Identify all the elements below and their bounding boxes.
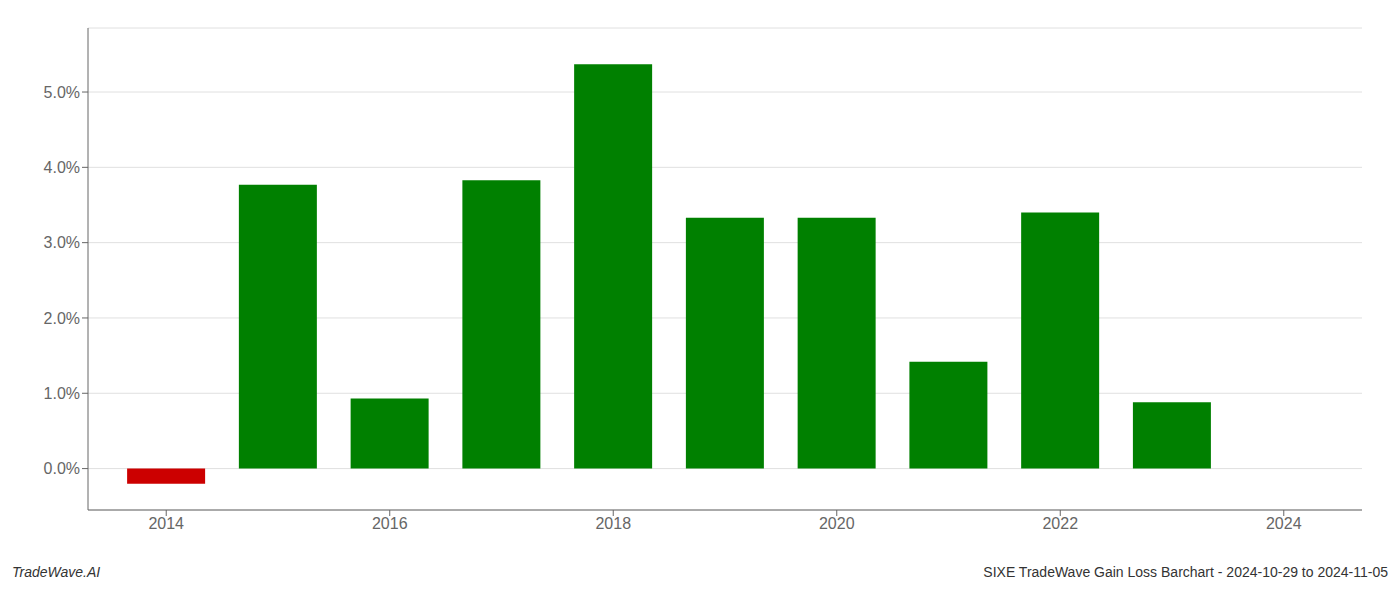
svg-text:2018: 2018 bbox=[595, 515, 631, 532]
html-text:TradeWave.AI: TradeWave.AI bbox=[12, 564, 101, 580]
svg-text:2016: 2016 bbox=[372, 515, 408, 532]
svg-text:2020: 2020 bbox=[819, 515, 855, 532]
svg-text:1.0%: 1.0% bbox=[44, 385, 80, 402]
svg-text:3.0%: 3.0% bbox=[44, 234, 80, 251]
svg-text:2024: 2024 bbox=[1266, 515, 1302, 532]
svg-text:0.0%: 0.0% bbox=[44, 460, 80, 477]
svg-text:2.0%: 2.0% bbox=[44, 310, 80, 327]
svg-text:4.0%: 4.0% bbox=[44, 159, 80, 176]
html-text:SIXE TradeWave Gain Loss Barch: SIXE TradeWave Gain Loss Barchart - 2024… bbox=[983, 564, 1388, 580]
svg-text:2014: 2014 bbox=[148, 515, 184, 532]
svg-text:2022: 2022 bbox=[1042, 515, 1078, 532]
svg-text:5.0%: 5.0% bbox=[44, 84, 80, 101]
